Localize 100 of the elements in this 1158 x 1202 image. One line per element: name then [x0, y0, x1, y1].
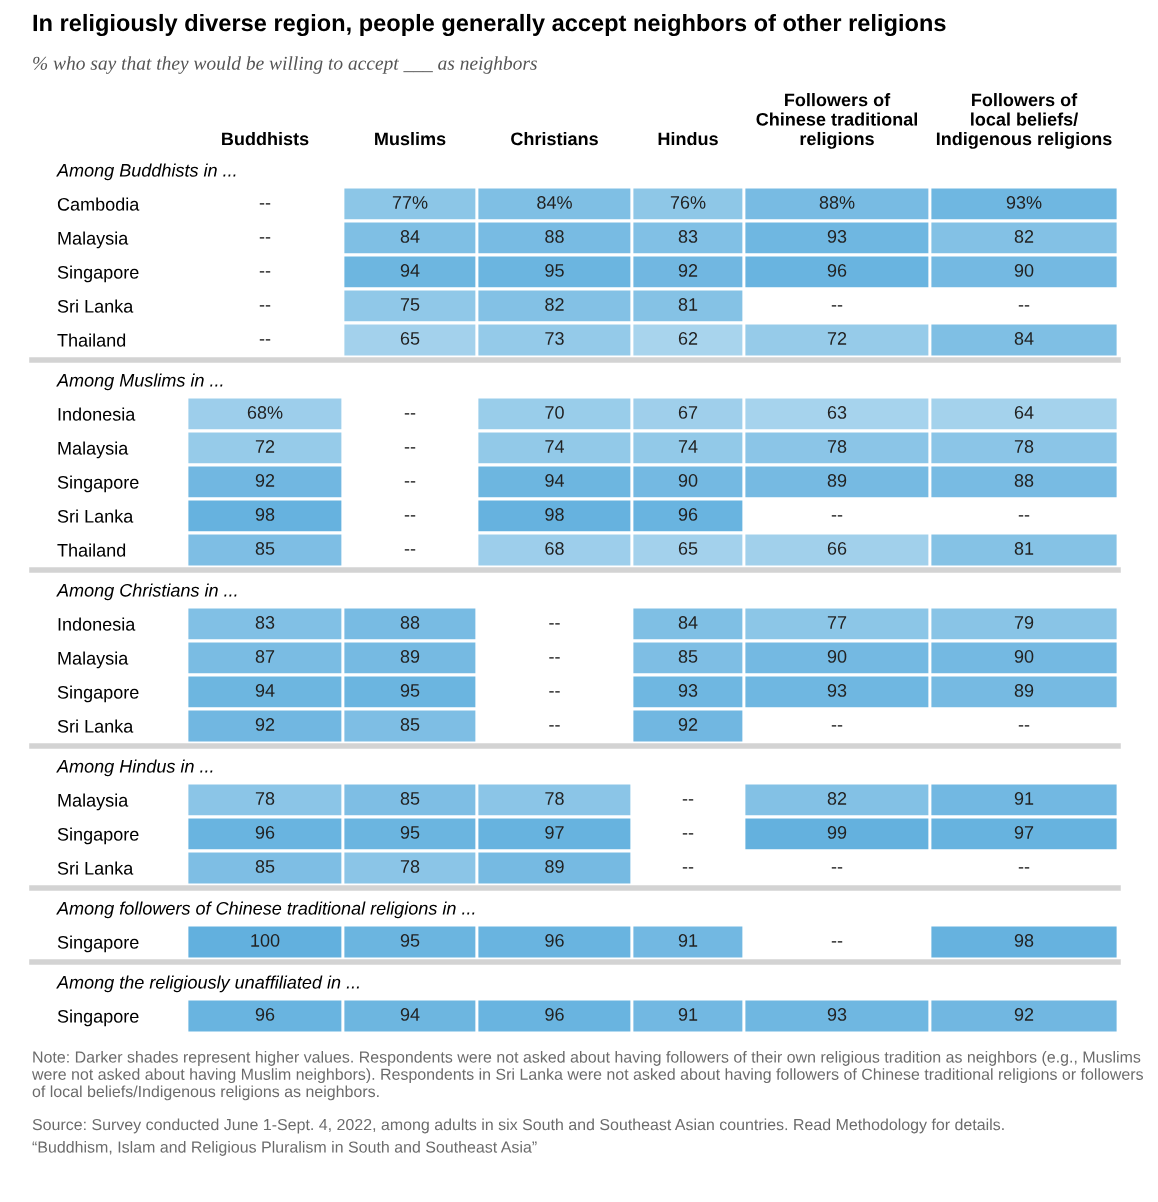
text: -- [1018, 867, 1030, 869]
data-label: 65 [400, 332, 420, 345]
text: Note: Darker shades represent higher values. Respondents were not asked about having followers of their own religious tradition as neighbors (e.g., Muslims were not asked about having Muslim neighbors). Respondents in Sri Lanka were not asked about having followers of Chinese traditional religions or followers of local beliefs/Indigenous religions as neighbors. [31, 1051, 1143, 1101]
data-label: 84 [1014, 332, 1034, 345]
y-tick-label: Singapore [57, 685, 139, 703]
data-label: 93% [1006, 196, 1042, 209]
x-tick-label: Buddhists [222, 132, 309, 146]
data-label: 98 [1014, 934, 1034, 947]
text: -- [259, 237, 271, 239]
x-tick-label: Followers of local beliefs/ Indigenous religions [936, 93, 1112, 149]
data-label: 67 [678, 406, 698, 419]
data-label: 83 [255, 616, 275, 629]
y-tick-label: Indonesia [58, 617, 136, 631]
text: -- [549, 623, 560, 625]
data-label: 98 [255, 508, 275, 521]
x-tick-label: Followers of Chinese traditional religions [756, 93, 917, 149]
text: -- [682, 833, 694, 835]
chart-subtitle: % who say that they would be willing to accept ___ as neighbors [33, 56, 537, 74]
data-label: 93 [827, 684, 847, 697]
data-label: 96 [255, 1008, 275, 1021]
text: -- [549, 657, 560, 659]
data-label: 77% [392, 196, 428, 209]
text: -- [682, 867, 694, 869]
data-label: 95 [400, 684, 420, 697]
y-tick-label: Among Muslims in ... [56, 373, 223, 391]
data-label: 97 [1014, 826, 1034, 839]
text: -- [831, 941, 843, 943]
data-label: 95 [400, 826, 420, 839]
data-label: 81 [1014, 542, 1034, 555]
data-label: 94 [255, 684, 275, 697]
data-label: 93 [678, 684, 698, 697]
data-label: 94 [400, 264, 420, 277]
y-tick-label: Malaysia [58, 793, 129, 811]
data-label: 91 [678, 934, 698, 947]
data-label: 93 [827, 230, 847, 243]
y-tick-label: Singapore [57, 827, 139, 845]
data-label: 89 [545, 860, 564, 873]
data-label: 89 [827, 474, 847, 487]
data-label: 89 [1014, 684, 1034, 697]
data-label: 100 [251, 934, 280, 947]
text: -- [549, 691, 560, 693]
data-label: 82 [827, 792, 847, 805]
data-label: 82 [545, 298, 564, 311]
data-label: 91 [678, 1008, 698, 1021]
data-label: 62 [678, 332, 698, 345]
y-tick-label: Malaysia [58, 651, 129, 669]
data-label: 90 [1014, 264, 1034, 277]
y-tick-label: Singapore [57, 265, 139, 283]
y-tick-label: Sri Lanka [57, 509, 134, 523]
data-label: 89 [400, 650, 420, 663]
data-label: 95 [545, 264, 564, 277]
data-label: 96 [545, 1008, 564, 1021]
data-label: 96 [545, 934, 564, 947]
y-tick-label: Thailand [57, 333, 126, 347]
data-label: 85 [678, 650, 698, 663]
data-label: 78 [1014, 440, 1034, 453]
data-label: 82 [1014, 230, 1034, 243]
y-tick-label: Cambodia [57, 197, 140, 211]
text: -- [831, 867, 843, 869]
data-label: 85 [255, 860, 275, 873]
data-label: 84% [537, 196, 572, 209]
text: “Buddhism, Islam and Religious Pluralism in South and Southeast Asia” [32, 1141, 537, 1156]
data-label: 81 [678, 298, 698, 311]
data-label: 72 [255, 440, 275, 453]
y-tick-label: Among Buddhists in ... [56, 163, 236, 181]
data-label: 92 [255, 474, 275, 487]
text: -- [831, 305, 843, 307]
data-label: 88 [400, 616, 420, 629]
data-label: 72 [827, 332, 847, 345]
data-label: 77 [827, 616, 847, 629]
source-note: Source: Survey conducted June 1-Sept. 4, 2022, among adults in six South and Southeast Asian countries. Read Methodology for details. [32, 1118, 1004, 1134]
text: -- [1018, 515, 1030, 517]
data-label: 78 [545, 792, 564, 805]
data-label: 68% [247, 406, 283, 419]
data-label: 73 [545, 332, 564, 345]
data-label: 63 [827, 406, 847, 419]
data-label: 95 [400, 934, 420, 947]
y-tick-label: Thailand [57, 543, 126, 557]
text: -- [404, 515, 416, 517]
data-label: 87 [255, 650, 275, 663]
data-label: 79 [1014, 616, 1034, 629]
data-label: 96 [678, 508, 698, 521]
data-label: 94 [400, 1008, 420, 1021]
y-tick-label: Singapore [57, 475, 139, 493]
text: -- [404, 413, 416, 415]
data-label: 70 [545, 406, 564, 419]
y-tick-label: Malaysia [58, 441, 129, 459]
chart-title: In religiously diverse region, people generally accept neighbors of other religions [33, 13, 946, 37]
text: -- [831, 725, 843, 727]
data-label: 91 [1014, 792, 1034, 805]
text: -- [259, 305, 271, 307]
x-tick-label: Hindus [658, 132, 718, 146]
text: -- [259, 271, 271, 273]
data-label: 99 [827, 826, 847, 839]
data-label: 98 [545, 508, 564, 521]
data-label: 97 [545, 826, 564, 839]
y-tick-label: Among Hindus in ... [56, 759, 213, 777]
text: -- [831, 515, 843, 517]
data-label: 96 [255, 826, 275, 839]
data-label: 85 [400, 792, 420, 805]
